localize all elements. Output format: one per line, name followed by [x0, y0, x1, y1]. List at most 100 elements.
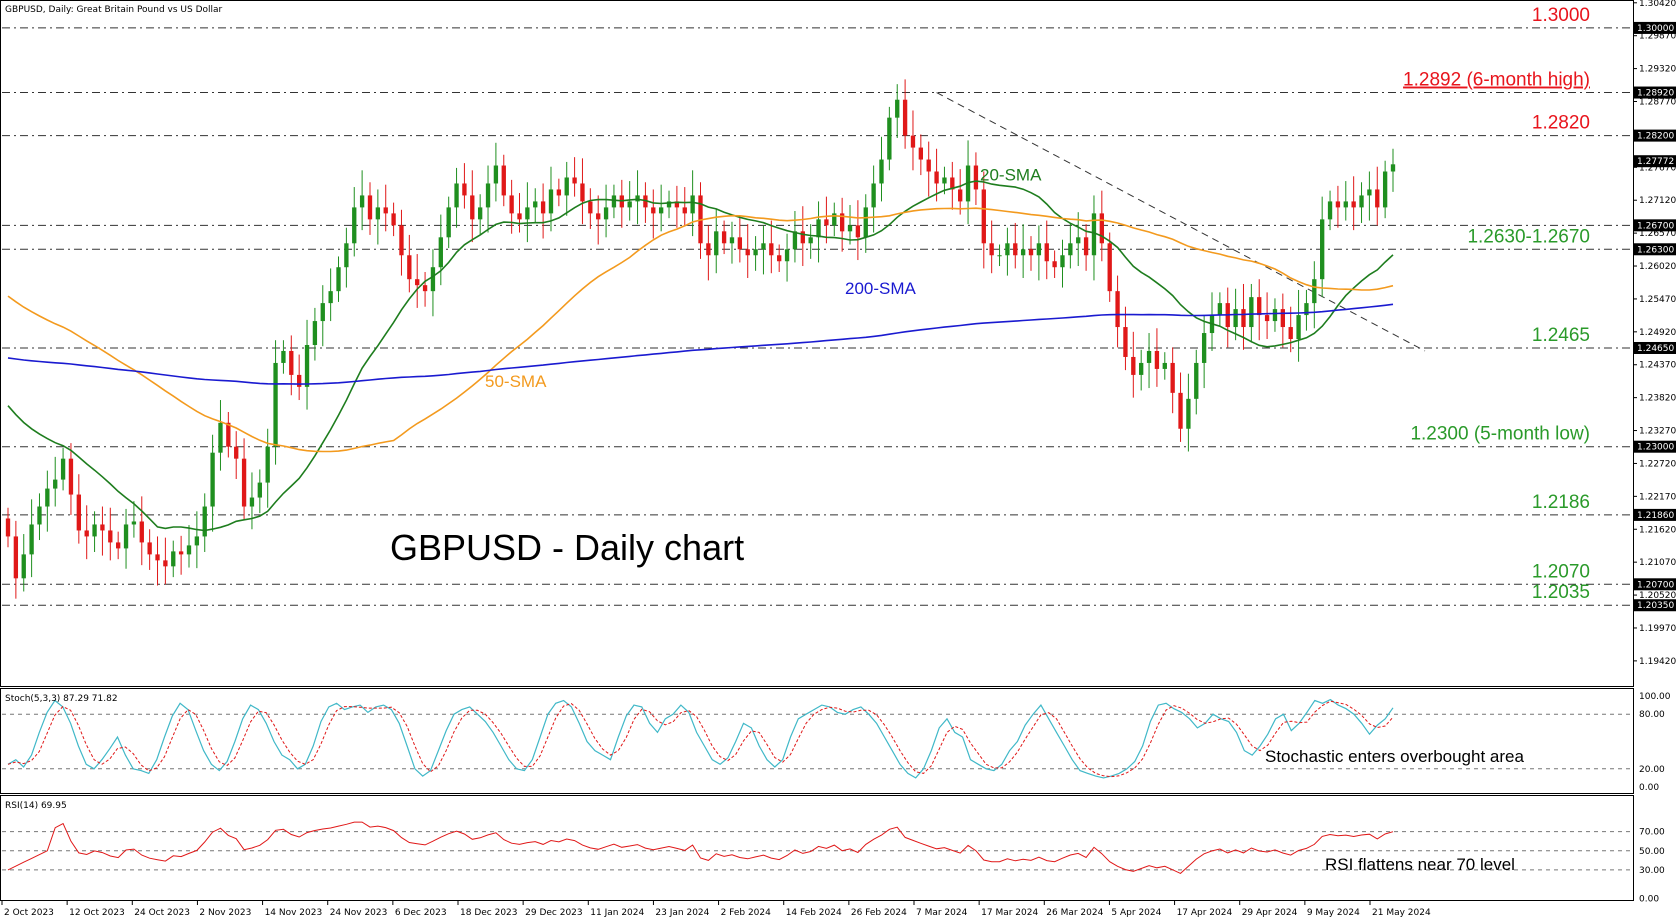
bullish-candle	[37, 506, 42, 525]
bearish-candle	[1123, 327, 1128, 357]
bearish-candle	[989, 243, 994, 256]
bullish-candle	[218, 422, 223, 453]
bullish-candle	[729, 237, 735, 244]
bearish-candle	[509, 195, 514, 214]
date-tick-label: 17 Apr 2024	[1177, 908, 1233, 918]
date-tick-label: 2 Feb 2024	[721, 908, 772, 918]
bullish-candle	[92, 524, 97, 537]
bullish-candle	[690, 195, 695, 214]
bullish-candle	[761, 243, 766, 250]
sma20-line	[7, 180, 1394, 532]
price-marker-label: 1.26700	[1637, 221, 1674, 231]
bearish-candle	[918, 147, 924, 160]
date-tick-label: 18 Dec 2023	[460, 908, 518, 918]
bearish-candle	[1131, 356, 1136, 375]
bearish-candle	[68, 458, 74, 495]
price-marker-label: 1.20700	[1637, 580, 1674, 590]
bearish-candle	[1264, 315, 1270, 322]
date-tick-label: 29 Apr 2024	[1242, 908, 1298, 918]
bearish-candle	[116, 542, 121, 549]
stochastic-annotation: Stochastic enters overbought area	[1265, 747, 1524, 766]
bullish-candle	[1186, 398, 1191, 429]
bullish-candle	[666, 201, 672, 208]
bullish-candle	[194, 536, 200, 546]
bullish-candle	[304, 344, 310, 387]
bullish-candle	[1327, 201, 1333, 220]
rsi-pane: 70.00 50.00 30.00 0.00 RSI flattens near 70 …	[2, 821, 1665, 905]
stochastic-level-label: 80.00	[1639, 710, 1665, 720]
level-label: 1.2300 (5-month low)	[1410, 424, 1590, 445]
bullish-candle	[879, 159, 884, 184]
bullish-candle	[603, 207, 609, 220]
bearish-candle	[1044, 243, 1049, 262]
bearish-candle	[1335, 201, 1341, 208]
price-tick-label: 1.26020	[1639, 262, 1676, 272]
date-tick-label: 21 May 2024	[1372, 908, 1431, 918]
bullish-candle	[847, 225, 853, 232]
bullish-candle	[525, 207, 530, 220]
stochastic-level-label: 100.00	[1639, 692, 1671, 702]
bearish-candle	[596, 213, 601, 220]
bullish-candle	[1320, 219, 1325, 280]
price-tick-label: 1.24370	[1639, 361, 1676, 371]
bullish-candle	[1139, 362, 1144, 375]
price-tick-label: 1.29320	[1639, 65, 1676, 75]
bullish-candle	[202, 506, 207, 537]
bullish-candle	[1060, 255, 1065, 268]
rsi-pane-frame	[0, 795, 1634, 901]
candles	[5, 79, 1396, 599]
sma200-line	[7, 303, 1394, 385]
bullish-candle	[658, 207, 664, 214]
date-tick-label: 7 Mar 2024	[916, 908, 968, 918]
price-tick-label: 1.25470	[1639, 295, 1676, 305]
price-tick-label: 1.23820	[1639, 394, 1676, 404]
bearish-candle	[407, 255, 412, 280]
date-tick-label: 24 Oct 2023	[134, 908, 190, 918]
bearish-candle	[501, 165, 506, 196]
sma50-line	[7, 207, 1394, 453]
bullish-candle	[359, 195, 365, 208]
level-label: 1.2035	[1532, 582, 1590, 603]
bullish-candle	[485, 183, 491, 208]
date-axis: 2 Oct 2023 12 Oct 2023 24 Oct 2023 2 Nov 20…	[1, 901, 1431, 918]
stochastic-pane: 100.00 80.00 20.00 0.00 Stochastic enters ov…	[2, 692, 1671, 793]
price-marker-label: 1.27772	[1637, 157, 1674, 167]
sma-label: 20-SMA	[980, 165, 1042, 184]
bearish-candle	[155, 554, 160, 561]
bullish-candle	[430, 267, 436, 292]
bullish-candle	[1020, 249, 1026, 256]
bearish-candle	[241, 458, 247, 507]
bullish-candle	[352, 207, 357, 244]
trendline	[936, 92, 1426, 352]
bearish-candle	[777, 255, 782, 262]
bullish-candle	[548, 189, 554, 214]
bullish-candle	[477, 207, 483, 220]
bearish-candle	[297, 374, 302, 387]
bearish-candle	[721, 231, 727, 244]
bearish-candle	[1013, 243, 1018, 256]
date-tick-label: 14 Feb 2024	[786, 908, 842, 918]
bearish-candle	[391, 213, 396, 226]
bullish-candle	[265, 446, 270, 483]
bullish-candle	[1272, 309, 1278, 322]
price-tick-label: 1.27670	[1639, 163, 1676, 173]
date-tick-label: 24 Nov 2023	[330, 908, 388, 918]
bullish-candle	[1162, 362, 1167, 369]
rsi-level-label: 0.00	[1639, 895, 1659, 905]
bearish-candle	[178, 551, 184, 555]
sma-label: 200-SMA	[845, 279, 917, 298]
stochastic-signal-line	[7, 700, 1394, 778]
price-marker-box	[1634, 86, 1676, 99]
bullish-candle	[1091, 213, 1097, 256]
bullish-candle	[336, 267, 341, 292]
price-tick-label: 1.19420	[1639, 657, 1676, 667]
bullish-candle	[45, 488, 50, 507]
bullish-candle	[808, 237, 813, 244]
bullish-candle	[627, 201, 632, 208]
bullish-candle	[344, 243, 349, 268]
price-tick-label: 1.30420	[1639, 0, 1676, 9]
stochastic-header: Stoch(5,3,3) 87.29 71.82	[5, 694, 118, 704]
bullish-candle	[454, 183, 459, 208]
bearish-candle	[651, 207, 656, 214]
